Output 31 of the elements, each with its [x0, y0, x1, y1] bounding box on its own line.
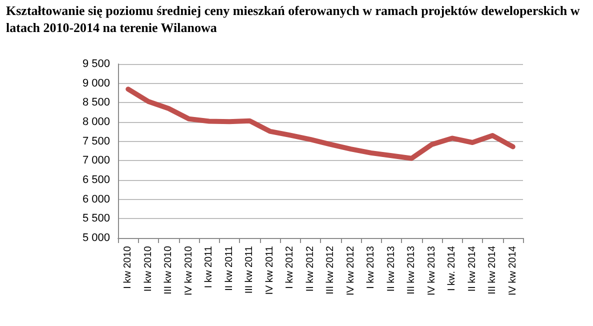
x-tick-label: III kw 2011 — [244, 246, 256, 294]
chart-title: Kształtowanie się poziomu średniej ceny mieszkań oferowanych w ramach projektów deweloperskich w latach 2010-2014 na terenie Wilanowa — [6, 2, 581, 36]
x-tick-label: IV kw 2010 — [183, 246, 194, 296]
x-tick-label: II kw 2014 — [466, 246, 478, 292]
y-tick-label: 8 000 — [82, 116, 110, 128]
x-tick-label: II kw 2013 — [386, 246, 397, 292]
y-tick-label: 7 500 — [82, 135, 110, 148]
x-tick-label: III kw 2010 — [163, 246, 174, 294]
y-tick-label: 8 500 — [82, 96, 110, 109]
x-tick-label: I kw 2012 — [284, 246, 296, 289]
y-tick-label: 6 000 — [82, 193, 110, 206]
x-tick-label: I kw. 2014 — [446, 246, 458, 292]
x-tick-label: IV kw 2013 — [426, 246, 438, 296]
y-tick-label: 9 500 — [82, 58, 110, 70]
x-tick-label: I kw 2010 — [122, 246, 134, 289]
y-tick-label: 5 000 — [82, 232, 110, 244]
x-tick-label: I kw 2011 — [204, 246, 215, 288]
x-tick-label: I kw 2013 — [366, 246, 377, 289]
x-tick-label: III kw 2014 — [487, 246, 498, 294]
y-tick-label: 7 000 — [82, 154, 110, 167]
y-tick-label: 9 000 — [82, 77, 110, 90]
x-tick-label: IV kw 2014 — [507, 246, 518, 296]
x-tick-label: II kw 2012 — [304, 246, 316, 292]
x-tick-label: II kw 2011 — [224, 246, 235, 291]
x-tick-label: III kw 2012 — [325, 246, 336, 294]
y-tick-label: 5 500 — [82, 212, 110, 225]
y-tick-label: 6 500 — [82, 174, 110, 186]
x-tick-label: III kw 2013 — [406, 246, 418, 294]
x-tick-label: IV kw 2011 — [264, 246, 276, 295]
x-tick-label: II kw 2010 — [142, 246, 154, 292]
x-tick-label: IV kw 2012 — [345, 246, 356, 296]
